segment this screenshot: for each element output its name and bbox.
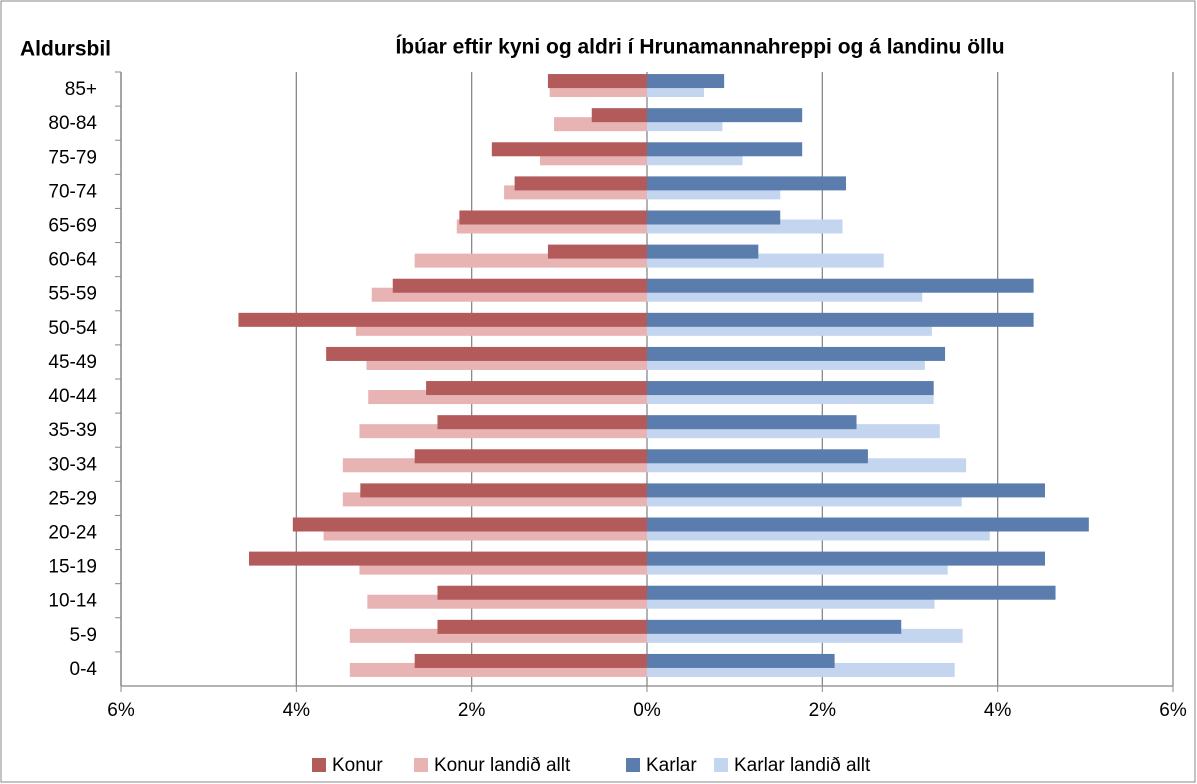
y-tick-label: 80-84 xyxy=(48,113,97,134)
y-tick-label: 65-69 xyxy=(48,216,97,237)
bar xyxy=(647,483,1046,498)
bar xyxy=(414,449,647,464)
y-tick-label: 0-4 xyxy=(70,659,98,680)
bar xyxy=(437,585,647,600)
bar xyxy=(647,619,902,634)
legend-label: Karlar xyxy=(646,755,697,776)
bar xyxy=(647,381,934,396)
y-tick-label: 5-9 xyxy=(70,625,97,646)
y-tick-label: 10-14 xyxy=(48,591,97,612)
bar xyxy=(647,312,1034,327)
x-tick-label: 6% xyxy=(1159,700,1187,721)
x-tick-label: 4% xyxy=(984,700,1012,721)
bar xyxy=(326,346,647,361)
bar xyxy=(248,551,647,566)
bar xyxy=(647,176,847,191)
bar xyxy=(647,449,868,464)
bar xyxy=(647,244,759,259)
legend-label: Konur landið allt xyxy=(434,755,571,776)
bar xyxy=(547,244,647,259)
y-axis-label: Aldursbil xyxy=(20,38,111,61)
bar xyxy=(647,517,1089,532)
legend-label: Konur xyxy=(332,755,383,776)
x-tick-label: 4% xyxy=(283,700,311,721)
bar xyxy=(459,210,647,225)
x-tick-label: 2% xyxy=(809,700,837,721)
y-tick-label: 25-29 xyxy=(48,488,97,509)
bar xyxy=(647,210,781,225)
bar xyxy=(647,415,857,430)
bar xyxy=(647,653,835,668)
bar xyxy=(647,346,946,361)
bar xyxy=(647,278,1034,293)
legend-label: Karlar landið allt xyxy=(734,755,871,776)
bar xyxy=(491,142,647,157)
bar xyxy=(514,176,647,191)
y-tick-label: 30-34 xyxy=(48,454,97,475)
y-tick-label: 55-59 xyxy=(48,284,97,305)
legend-swatch xyxy=(312,758,326,772)
bar xyxy=(414,653,647,668)
chart-title: Íbúar eftir kyni og aldri í Hrunamannahr… xyxy=(395,36,1004,59)
x-tick-label: 2% xyxy=(458,700,486,721)
x-tick-label: 0% xyxy=(633,700,661,721)
bar xyxy=(591,108,647,123)
bar xyxy=(547,74,647,89)
y-tick-label: 50-54 xyxy=(48,318,97,339)
legend-swatch xyxy=(626,758,640,772)
x-tick-label: 6% xyxy=(107,700,135,721)
y-tick-label: 20-24 xyxy=(48,523,97,544)
bar xyxy=(392,278,647,293)
legend-swatch xyxy=(714,758,728,772)
bar xyxy=(647,551,1046,566)
bar xyxy=(647,74,725,89)
y-tick-label: 85+ xyxy=(65,79,97,100)
y-tick-label: 60-64 xyxy=(48,250,97,271)
y-tick-label: 70-74 xyxy=(48,181,97,202)
y-tick-label: 45-49 xyxy=(48,352,97,373)
y-tick-label: 75-79 xyxy=(48,147,97,168)
bar xyxy=(647,142,803,157)
y-tick-label: 35-39 xyxy=(48,420,97,441)
bar xyxy=(238,312,647,327)
bar xyxy=(292,517,647,532)
y-tick-label: 15-19 xyxy=(48,557,97,578)
bar xyxy=(360,483,647,498)
y-tick-label: 40-44 xyxy=(48,386,97,407)
bar xyxy=(647,108,803,123)
bar xyxy=(647,585,1056,600)
bar xyxy=(426,381,647,396)
legend-swatch xyxy=(414,758,428,772)
bar xyxy=(437,619,647,634)
bar xyxy=(437,415,647,430)
